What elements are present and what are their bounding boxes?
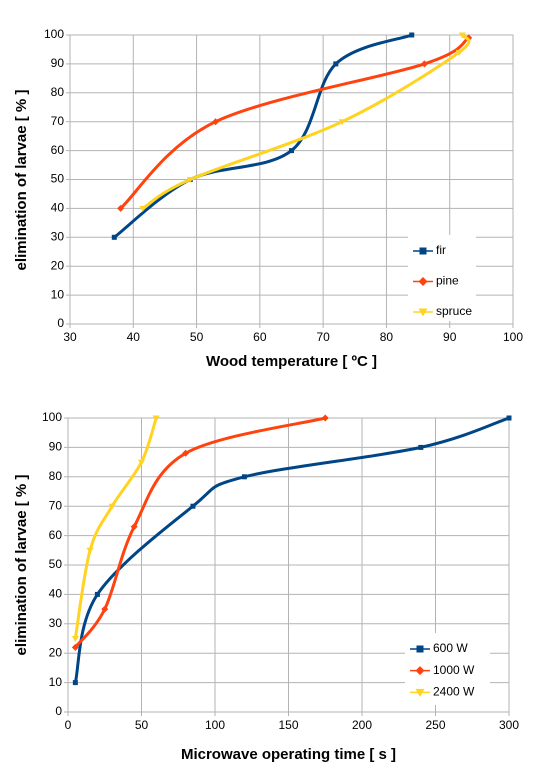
y-tick-label: 40 — [49, 587, 63, 601]
series-line — [113, 33, 413, 239]
x-tick-label: 40 — [127, 330, 141, 344]
y-tick-label: 50 — [49, 557, 63, 571]
x-tick-label: 200 — [352, 718, 372, 732]
x-tick-label: 30 — [63, 330, 77, 344]
y-tick-label: 70 — [49, 498, 63, 512]
marker — [338, 119, 346, 126]
legend-marker — [415, 666, 425, 676]
legend-label: 600 W — [433, 641, 468, 655]
marker — [506, 415, 512, 421]
y-tick-label: 30 — [49, 616, 63, 630]
x-tick-label: 250 — [425, 718, 445, 732]
y-tick-label: 100 — [44, 27, 64, 41]
plot-frame — [67, 417, 510, 713]
marker — [289, 148, 294, 154]
marker — [190, 503, 196, 509]
legend-marker — [418, 308, 428, 317]
y-tick-label: 20 — [49, 645, 63, 659]
marker — [139, 205, 147, 212]
y-tick-label: 40 — [51, 201, 65, 215]
legend-label: 1000 W — [433, 663, 475, 677]
plot-frame — [69, 34, 514, 325]
y-tick-label: 0 — [57, 316, 64, 330]
y-tick-label: 20 — [51, 258, 65, 272]
x-tick-label: 80 — [380, 330, 394, 344]
y-tick-label: 90 — [51, 56, 65, 70]
marker — [72, 680, 78, 686]
y-tick-label: 70 — [51, 114, 65, 128]
y-tick-label: 0 — [55, 704, 62, 718]
marker — [94, 591, 100, 597]
marker — [458, 32, 466, 39]
legend-box — [408, 235, 476, 321]
legend-label: 2400 W — [433, 685, 475, 699]
x-tick-label: 150 — [278, 718, 298, 732]
y-tick-label: 100 — [42, 410, 62, 424]
marker — [418, 444, 424, 450]
y-axis-title: elimination of larvae [ % ] — [13, 475, 30, 656]
x-axis-title: Wood temperature [ ºC ] — [206, 353, 377, 370]
y-tick-label: 30 — [51, 229, 65, 243]
y-tick-label: 10 — [51, 287, 65, 301]
legend-label: spruce — [436, 304, 472, 318]
legend-marker — [415, 688, 425, 697]
series-line — [73, 417, 158, 639]
marker — [182, 449, 190, 457]
marker — [86, 547, 94, 554]
series-line — [119, 36, 470, 210]
x-tick-label: 50 — [135, 718, 149, 732]
marker — [138, 459, 145, 466]
x-tick-label: 50 — [190, 330, 204, 344]
x-tick-label: 60 — [253, 330, 267, 344]
x-tick-label: 0 — [65, 718, 72, 732]
y-tick-label: 60 — [51, 143, 65, 157]
x-axis-title: Microwave operating time [ s ] — [181, 746, 396, 763]
y-tick-label: 90 — [49, 440, 63, 454]
x-tick-label: 70 — [316, 330, 330, 344]
marker — [321, 414, 329, 422]
y-tick-label: 50 — [51, 172, 65, 186]
legend-label: fir — [436, 243, 446, 257]
marker — [409, 32, 415, 38]
legend-marker — [418, 277, 428, 286]
y-tick-label: 80 — [49, 469, 63, 483]
y-tick-label: 80 — [51, 85, 65, 99]
x-tick-label: 300 — [499, 718, 519, 732]
y-tick-label: 60 — [49, 528, 63, 542]
marker — [101, 605, 109, 613]
marker — [117, 204, 125, 212]
marker — [186, 177, 194, 183]
legend-label: pine — [436, 274, 459, 288]
legend-marker — [416, 645, 424, 653]
y-tick-label: 10 — [49, 675, 63, 689]
marker — [152, 415, 160, 422]
x-tick-label: 100 — [205, 718, 225, 732]
legend-marker — [419, 247, 427, 255]
marker — [108, 503, 116, 510]
marker — [71, 643, 79, 651]
y-axis-title: elimination of larvae [ % ] — [13, 90, 30, 271]
marker — [130, 523, 138, 531]
marker — [212, 118, 220, 126]
marker — [111, 234, 117, 240]
x-tick-label: 90 — [443, 330, 457, 344]
marker — [71, 636, 79, 642]
marker — [241, 474, 247, 480]
series-line — [74, 416, 326, 649]
marker — [455, 49, 463, 56]
marker — [333, 61, 339, 67]
marker — [420, 60, 428, 68]
x-tick-label: 100 — [503, 330, 523, 344]
